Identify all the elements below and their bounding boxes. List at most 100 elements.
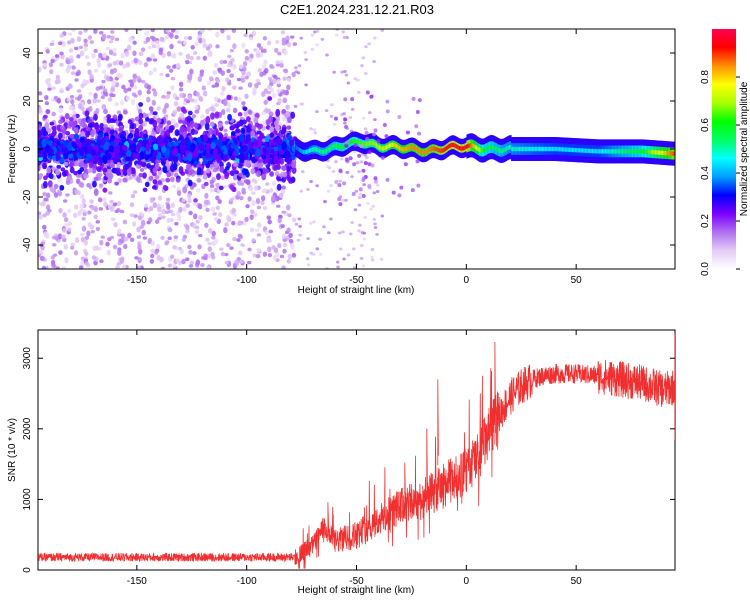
- noise-cell: [232, 173, 238, 181]
- noise-cell: [315, 247, 320, 251]
- noise-cell: [38, 201, 41, 206]
- signal-cell: [355, 139, 358, 144]
- noise-cell: [118, 113, 123, 121]
- noise-cell: [181, 258, 186, 265]
- noise-cell: [219, 161, 224, 168]
- signal-cell: [421, 150, 423, 155]
- signal-cell: [360, 141, 362, 146]
- noise-cell: [136, 235, 142, 239]
- noise-cell: [206, 254, 212, 259]
- noise-cell: [200, 29, 205, 34]
- noise-cell: [57, 132, 63, 139]
- noise-cell: [252, 253, 257, 258]
- noise-cell: [123, 110, 128, 115]
- noise-cell: [154, 249, 159, 255]
- noise-cell: [280, 130, 286, 135]
- noise-cell: [238, 172, 244, 177]
- signal-cell: [410, 145, 412, 150]
- noise-cell: [178, 87, 184, 92]
- noise-cell: [257, 158, 263, 163]
- noise-cell: [222, 60, 228, 64]
- noise-cell: [155, 40, 160, 45]
- noise-cell: [190, 44, 195, 50]
- noise-cell: [156, 203, 161, 209]
- noise-cell: [171, 29, 176, 33]
- noise-cell: [40, 256, 46, 262]
- noise-cell: [102, 154, 108, 163]
- noise-cell: [119, 100, 125, 105]
- signal-cell: [335, 143, 338, 149]
- noise-cell: [76, 54, 81, 59]
- noise-cell: [117, 177, 122, 184]
- noise-cell: [355, 161, 360, 165]
- noise-cell: [140, 219, 146, 226]
- noise-cell: [196, 171, 202, 176]
- signal-cell: [329, 146, 331, 151]
- noise-cell: [172, 110, 177, 116]
- signal-cell: [451, 142, 454, 148]
- noise-cell: [272, 165, 278, 171]
- noise-cell: [329, 183, 333, 187]
- noise-cell: [270, 202, 276, 206]
- noise-cell: [256, 233, 262, 237]
- noise-cell: [176, 215, 182, 221]
- signal-cell: [421, 150, 424, 155]
- noise-cell: [262, 251, 268, 257]
- signal-cell: [427, 148, 429, 154]
- noise-cell: [112, 245, 118, 249]
- noise-cell: [152, 67, 158, 73]
- noise-cell: [73, 213, 78, 219]
- signal-cell: [368, 141, 371, 146]
- noise-cell: [118, 60, 124, 66]
- signal-cell: [461, 146, 464, 151]
- noise-cell: [255, 49, 260, 54]
- noise-cell: [358, 223, 362, 227]
- noise-cell: [69, 95, 75, 99]
- noise-cell: [207, 241, 212, 246]
- noise-cell: [181, 198, 186, 203]
- signal-cell: [480, 148, 482, 153]
- noise-cell: [306, 263, 311, 267]
- noise-cell: [80, 256, 86, 261]
- signal-cell: [321, 149, 323, 154]
- signal-cell: [325, 148, 328, 154]
- signal-cell: [392, 142, 394, 147]
- noise-cell: [182, 234, 188, 239]
- noise-cell: [276, 183, 282, 191]
- noise-cell: [251, 191, 256, 195]
- noise-cell: [152, 179, 158, 185]
- noise-cell: [67, 221, 72, 226]
- noise-cell: [292, 42, 298, 46]
- noise-cell: [93, 113, 98, 121]
- noise-cell: [92, 97, 97, 104]
- signal-cell: [399, 146, 401, 151]
- noise-cell: [285, 204, 291, 211]
- noise-cell: [45, 109, 51, 115]
- noise-cell: [169, 254, 175, 260]
- noise-cell: [71, 65, 76, 70]
- noise-cell: [375, 183, 380, 187]
- noise-cell: [206, 265, 211, 269]
- noise-cell: [87, 222, 93, 228]
- signal-cell: [351, 139, 354, 144]
- noise-cell: [179, 248, 185, 255]
- noise-cell: [165, 240, 170, 244]
- noise-cell: [47, 208, 52, 213]
- noise-cell: [245, 116, 251, 123]
- signal-cell: [339, 144, 341, 150]
- noise-cell: [93, 48, 98, 53]
- noise-cell: [164, 210, 170, 214]
- noise-cell: [373, 118, 377, 122]
- noise-cell: [272, 180, 277, 187]
- noise-cell: [305, 257, 310, 261]
- noise-cell: [90, 204, 95, 211]
- signal-cell: [295, 145, 298, 150]
- noise-cell: [137, 29, 143, 32]
- noise-cell: [97, 61, 102, 68]
- noise-cell: [101, 34, 107, 41]
- noise-cell: [226, 243, 231, 248]
- noise-cell: [359, 160, 363, 164]
- noise-cell: [226, 107, 231, 113]
- noise-cell: [286, 135, 293, 141]
- signal-cell: [404, 147, 406, 152]
